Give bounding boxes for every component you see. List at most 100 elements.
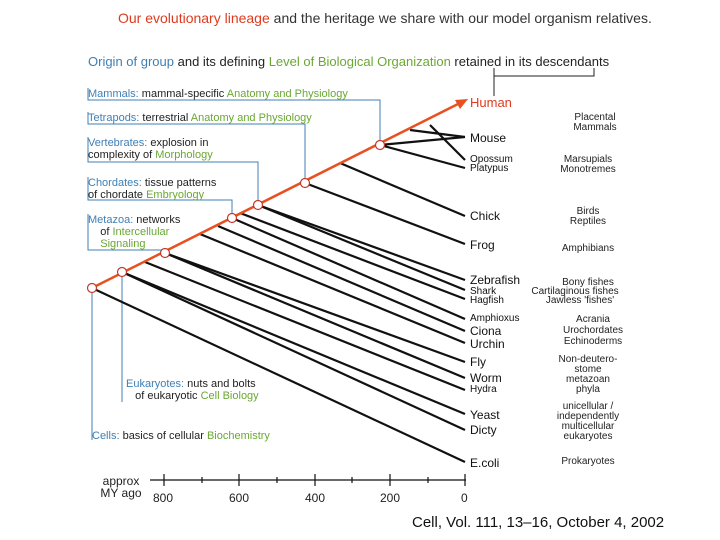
tick-0: 0 [461,491,468,505]
level-tetrapods-level: Anatomy and Physiology [190,112,312,124]
species-fly: Fly [470,355,486,369]
level-cells: Cells: basics of cellular Biochemistry [92,430,270,442]
node-tetrapods [299,177,311,189]
level-metazoa-group: Metazoa: [88,214,134,226]
species-worm: Worm [470,371,502,385]
time-axis [150,474,466,486]
node-eukaryotes [116,266,128,278]
subtitle-level: Level of Biological Organization [268,54,451,69]
group-marsupials: Marsupials [563,154,613,165]
level-metazoa-text: networks [133,214,181,226]
species-hydra: Hydra [470,384,497,395]
species-platypus: Platypus [470,163,509,174]
level-vertebrates: Vertebrates: explosion in complexity of … [88,137,213,161]
level-chordates-text2: of chordate [88,189,147,201]
branch-fly [164,251,466,364]
species-amphioxus: Amphioxus [470,313,520,324]
group-birds: Birds [576,206,600,217]
citation: Cell, Vol. 111, 13–16, October 4, 2002 [412,514,665,531]
branch-ciona [217,224,466,333]
branch-dicty [121,271,466,431]
axis-label-2: MY ago [100,486,142,500]
subtitle-end: retained in its descendants [450,54,610,69]
lineage-arrowhead [455,99,468,109]
title-rest: and the heritage we share with our model… [269,10,652,26]
subtitle-origin: Origin of group [88,54,174,69]
level-chordates-group: Chordates: [88,177,142,189]
group-nd-1: Non-deutero- [558,354,618,365]
group-mammals: Mammals [573,122,617,133]
bracket-right [494,68,595,77]
group-uni-4: eukaryotes [563,431,613,442]
group-uni-2: independently [556,411,620,422]
species-ecoli: E.coli [470,456,500,470]
species-chick: Chick [470,209,501,223]
branch-mouse [379,135,466,147]
level-mammals: Mammals: mammal-specific Anatomy and Phy… [88,88,348,100]
level-mammals-group: Mammals: [88,88,139,100]
group-acrania: Acrania [576,314,610,325]
group-placental-mammals: Placental Mammals [555,113,635,133]
level-chordates-level: Embryology [146,189,205,201]
species-mouse: Mouse [470,131,507,145]
human-lineage-line [87,102,459,292]
node-connectors [87,88,381,440]
subtitle-brackets [493,68,595,96]
group-amphibians: Amphibians [561,243,615,254]
species-dicty: Dicty [470,423,497,437]
node-chordates [226,212,238,224]
level-vertebrates-level: Morphology [155,149,213,161]
species-frog: Frog [470,238,495,252]
branch-ecoli [91,287,466,463]
tick-200: 200 [380,491,401,505]
level-mammals-text: mammal-specific [138,88,227,100]
species-urchin: Urchin [470,337,505,351]
level-metazoa-level: Signaling [100,238,146,250]
group-placental: Placental [574,112,616,123]
level-cells-level: Biochemistry [206,430,270,442]
level-chordates: Chordates: tissue patterns of chordate E… [88,177,216,201]
group-uni-1: unicellular / [562,401,614,412]
level-cells-text: basics of cellular [119,430,207,442]
group-reptiles: Reptiles [569,216,607,227]
branch-chick [339,161,466,218]
level-eukaryotes: Eukaryotes: nuts and bolts of eukaryotic… [126,378,259,402]
branch-frog [304,181,466,246]
branch-shark [257,203,466,292]
level-metazoa-level2: Intercellular [112,226,170,238]
group-monotremes: Monotremes [560,164,616,175]
level-mammals-level: Anatomy and Physiology [226,88,348,100]
tick-600: 600 [229,491,250,505]
group-prokaryotes: Prokaryotes [561,456,615,467]
figure-subtitle: Origin of group and its defining Level o… [88,54,609,69]
group-bony-fishes: Bony fishes [562,277,614,288]
figure-title: Our evolutionary lineage and the heritag… [118,10,652,26]
branches [91,124,466,463]
group-urochordates: Urochordates [562,325,624,336]
branch-urchin [199,232,466,345]
species-shark: Shark [470,286,497,297]
node-vertebrates [252,199,264,211]
node-metazoa [159,247,171,259]
level-cells-group: Cells: [92,430,120,442]
level-metazoa-text2: of [100,226,113,238]
group-unicellular: unicellular / independently multicellular e… [548,402,628,442]
branch-amphioxus [231,216,466,321]
level-tetrapods-group: Tetrapods: [88,112,140,124]
level-vertebrates-text2: complexity of [88,149,156,161]
level-metazoa: Metazoa: networks of Intercellular Signa… [88,214,180,250]
group-non-deuterostome: Non-deutero-stome metazoan phyla [548,355,628,395]
branch-zebrafish [257,203,466,282]
subtitle-mid: and its defining [174,54,269,69]
tick-400: 400 [305,491,326,505]
level-eukaryotes-group: Eukaryotes: [126,378,185,390]
branch-hydra [144,260,466,392]
axis-label: approx MY ago [96,475,146,499]
species-zebrafish: Zebrafish [470,273,521,287]
node-cells [86,282,98,294]
node-mammals [374,139,386,151]
level-eukaryotes-text2: of eukaryotic [135,390,201,402]
branch-hagfish [239,211,466,301]
nodes [86,139,386,294]
